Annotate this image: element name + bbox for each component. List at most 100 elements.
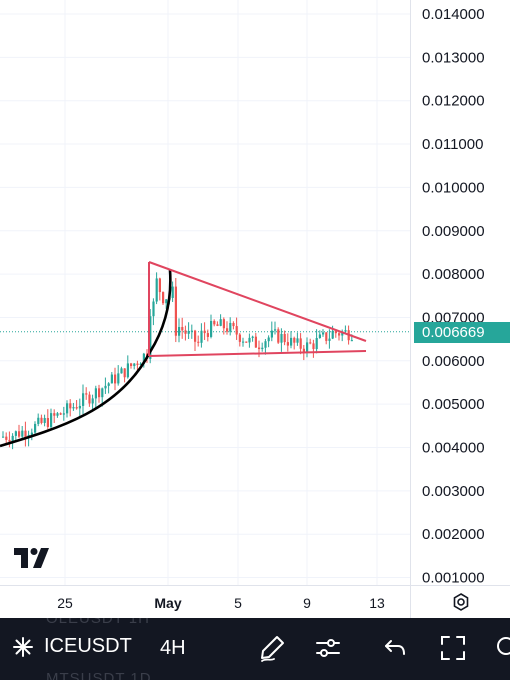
candle-body (350, 340, 353, 342)
price-chart[interactable]: 0.014000 0.013000 0.012000 0.011000 0.010000… (0, 0, 510, 618)
settings-sliders-icon (316, 639, 340, 657)
candle-body (341, 331, 344, 336)
candle-body (14, 431, 17, 436)
candle-body (194, 330, 197, 342)
growth-curve-drawing[interactable] (0, 269, 172, 448)
candle-body (120, 368, 123, 374)
price-axis-label: 0.009000 (422, 223, 485, 240)
candle-body (235, 326, 238, 335)
candle-body (206, 333, 209, 337)
candle-body (283, 333, 286, 343)
price-axis-label: 0.010000 (422, 179, 485, 196)
drawing-tool-button[interactable] (256, 632, 288, 664)
candle-body (174, 286, 177, 336)
ghost-symbol-above: OLEUSDT 1H (46, 618, 150, 627)
candle-body (40, 417, 43, 423)
candle-body (251, 336, 254, 338)
candle-body (248, 337, 251, 343)
candle-body (238, 334, 241, 342)
candle-body (277, 329, 280, 343)
candle-body (133, 363, 136, 367)
candle-body (187, 330, 190, 334)
time-axis-label: 5 (234, 595, 242, 611)
fullscreen-icon (441, 636, 465, 660)
candle-body (107, 383, 110, 386)
candle-body (178, 327, 181, 336)
candle-body (165, 299, 168, 304)
undo-button[interactable] (380, 632, 412, 664)
candle-body (264, 341, 267, 348)
candle-body (139, 363, 142, 365)
candle-body (53, 413, 56, 416)
candle-body (91, 398, 94, 404)
candle-body (75, 407, 78, 409)
fullscreen-button[interactable] (437, 632, 469, 664)
price-axis-label: 0.005000 (422, 396, 485, 413)
candle-body (328, 338, 331, 341)
price-axis-label: 0.012000 (422, 93, 485, 110)
candle-body (280, 333, 283, 343)
candle-body (34, 423, 37, 433)
candle-body (114, 374, 117, 384)
candle-body (270, 330, 273, 338)
candle-body (24, 430, 27, 438)
candle-body (274, 329, 277, 331)
candle-body (2, 436, 5, 438)
candle-body (88, 394, 91, 404)
candle-body (203, 330, 206, 334)
candle-body (98, 388, 101, 398)
candle-body (162, 292, 165, 304)
candle-body (331, 330, 334, 339)
candle-body (229, 322, 232, 332)
candle-body (299, 338, 302, 349)
candle-body (338, 333, 341, 336)
candle-body (104, 385, 107, 389)
candle-body (110, 374, 113, 384)
symbol-label[interactable]: ICEUSDT (44, 635, 132, 657)
ghost-symbol-below: MTSUSDT 1D (46, 670, 152, 680)
interval-selector[interactable]: 4H (160, 637, 186, 659)
candle-body (69, 403, 72, 409)
candle-body (322, 332, 325, 335)
candle-body (290, 337, 293, 346)
indicators-button[interactable] (312, 632, 344, 664)
candle-body (200, 330, 203, 343)
candle-body (293, 337, 296, 343)
candle-body (232, 322, 235, 327)
candle-body (213, 320, 216, 325)
search-icon (497, 637, 510, 655)
chart-area[interactable]: 0.014000 0.013000 0.012000 0.011000 0.010000… (0, 0, 510, 618)
triangle-lower-trendline[interactable] (148, 350, 367, 357)
candle-body (50, 413, 53, 427)
candle-body (245, 341, 248, 343)
symbol-selector[interactable]: ICEUSDT (12, 635, 132, 658)
candle-body (309, 342, 312, 344)
candle-body (123, 368, 126, 378)
candle-body (197, 341, 200, 343)
gear-icon[interactable] (451, 592, 471, 612)
candle-body (72, 407, 75, 409)
candle-body (126, 363, 129, 378)
current-price-badge: 0.006669 (414, 322, 510, 343)
time-axis-label: 25 (57, 595, 73, 611)
price-axis-label: 0.004000 (422, 440, 485, 457)
candle-body (59, 413, 62, 415)
candle-body (334, 330, 337, 334)
candle-body (344, 330, 347, 332)
candle-body (181, 327, 184, 331)
candle-body (155, 278, 158, 302)
time-axis-label: May (154, 595, 181, 611)
triangle-upper-trendline[interactable] (148, 261, 367, 342)
search-button[interactable] (492, 632, 510, 664)
tradingview-logo-icon[interactable] (14, 548, 50, 568)
candle-body (286, 342, 289, 346)
candle-body (306, 342, 309, 353)
candle-body (261, 347, 264, 350)
candle-body (66, 403, 69, 414)
price-axis-label: 0.014000 (422, 6, 485, 23)
candle-body (18, 431, 21, 437)
candle-body (171, 286, 174, 298)
candle-body (258, 347, 261, 350)
candle-body (8, 439, 11, 442)
price-axis-label: 0.003000 (422, 483, 485, 500)
